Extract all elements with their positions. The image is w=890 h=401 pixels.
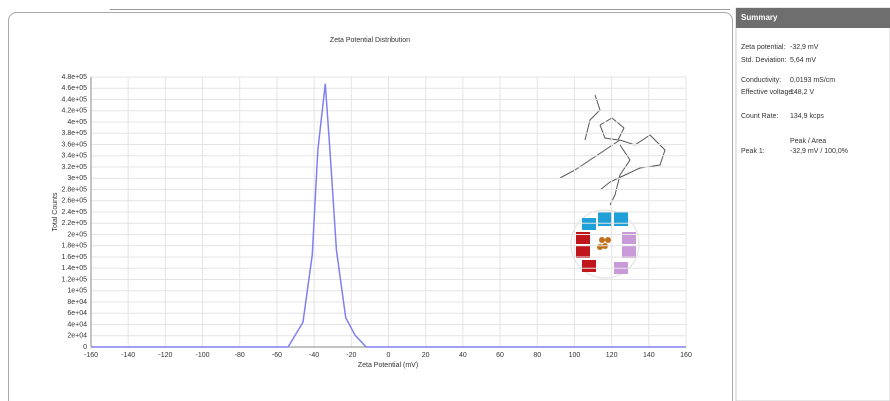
y-tick-label: 2.4e+05 (62, 209, 88, 216)
y-tick-label: 1.8e+05 (62, 243, 88, 250)
y-axis-label: Total Counts (52, 192, 59, 231)
x-axis-label: Zeta Potential (mV) (358, 362, 418, 369)
y-tick-label: 0 (83, 344, 87, 351)
summary-label: Conductivity: (741, 77, 781, 84)
x-tick-label: 60 (496, 352, 504, 359)
x-tick-label: -60 (272, 352, 282, 359)
y-tick-label: 1.2e+05 (62, 276, 88, 283)
y-tick-label: 3.2e+05 (62, 164, 88, 171)
peak-header: Peak / Area (790, 138, 826, 145)
x-tick-label: -20 (346, 352, 356, 359)
summary-header (736, 8, 890, 28)
x-tick-label: -140 (121, 352, 135, 359)
summary-title: Summary (741, 13, 778, 22)
x-tick-label: 40 (459, 352, 467, 359)
peak-value: -32,9 mV / 100,0% (790, 148, 848, 155)
summary-value: 0,0193 mS/cm (790, 77, 835, 84)
summary-label: Count Rate: (741, 113, 778, 120)
x-tick-label: -80 (235, 352, 245, 359)
summary-value: 5,64 mV (790, 57, 816, 64)
y-tick-label: 4.4e+05 (62, 96, 88, 103)
x-tick-label: -40 (309, 352, 319, 359)
y-tick-label: 3.6e+05 (62, 141, 88, 148)
y-tick-label: 8e+04 (67, 299, 87, 306)
x-tick-label: -100 (196, 352, 210, 359)
x-tick-label: 140 (643, 352, 655, 359)
chart-title: Zeta Potential Distribution (330, 37, 410, 44)
x-tick-label: -160 (84, 352, 98, 359)
summary-label: Effective voltage: (741, 89, 794, 96)
summary-label: Std. Deviation: (741, 57, 787, 64)
y-tick-label: 6e+04 (67, 310, 87, 317)
x-tick-label: 80 (533, 352, 541, 359)
summary-panel (735, 7, 890, 401)
y-tick-label: 2e+05 (67, 231, 87, 238)
y-tick-label: 2.6e+05 (62, 198, 88, 205)
summary-value: 148,2 V (790, 89, 814, 96)
x-tick-label: 100 (569, 352, 581, 359)
summary-value: -32,9 mV (790, 44, 819, 51)
y-tick-label: 1.4e+05 (62, 265, 88, 272)
y-tick-label: 2e+04 (67, 333, 87, 340)
x-tick-label: 20 (422, 352, 430, 359)
summary-label: Zeta potential: (741, 44, 785, 51)
x-tick-label: 120 (606, 352, 618, 359)
y-tick-label: 4e+05 (67, 119, 87, 126)
summary-value: 134,9 kcps (790, 113, 824, 120)
y-tick-label: 3.4e+05 (62, 153, 88, 160)
x-tick-label: 0 (387, 352, 391, 359)
y-tick-label: 1e+05 (67, 288, 87, 295)
x-tick-label: -120 (158, 352, 172, 359)
y-tick-label: 4.6e+05 (62, 85, 88, 92)
y-tick-label: 2.8e+05 (62, 186, 88, 193)
y-tick-label: 4.8e+05 (62, 74, 88, 81)
x-tick-label: 160 (680, 352, 692, 359)
y-tick-label: 4e+04 (67, 321, 87, 328)
y-tick-label: 4.2e+05 (62, 108, 88, 115)
y-tick-label: 1.6e+05 (62, 254, 88, 261)
y-tick-label: 3e+05 (67, 175, 87, 182)
molecule (559, 94, 666, 279)
peak-label: Peak 1: (741, 148, 765, 155)
data-line (91, 83, 686, 348)
chart-panel (8, 12, 733, 401)
y-tick-label: 2.2e+05 (62, 220, 88, 227)
y-tick-label: 3.8e+05 (62, 130, 88, 137)
